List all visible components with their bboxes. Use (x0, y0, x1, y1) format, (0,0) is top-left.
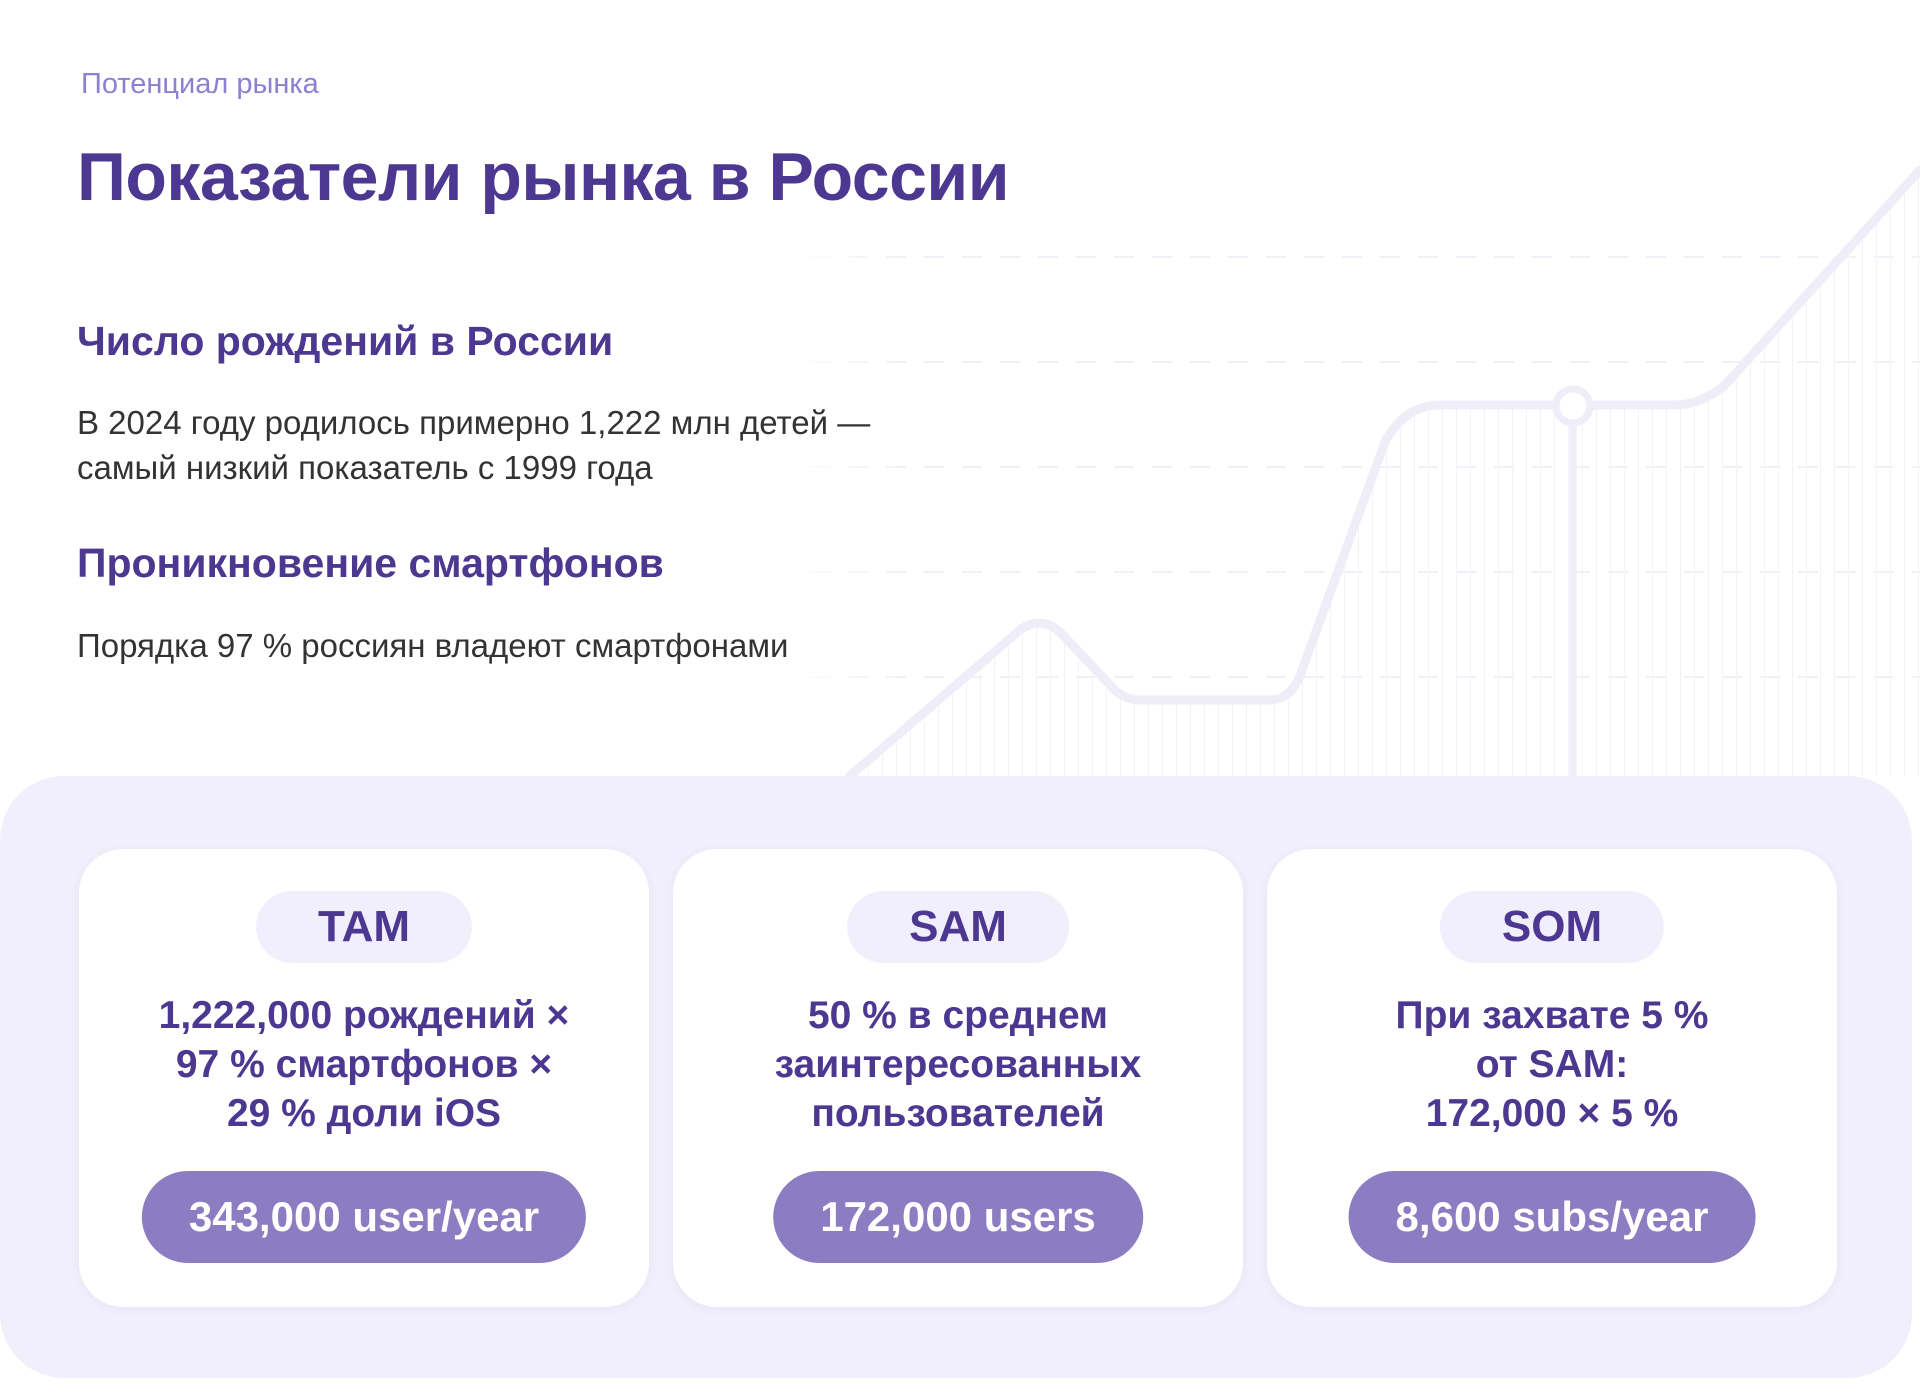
smartphones-text-line: Порядка 97 % россиян владеют смартфонами (77, 627, 789, 664)
formula-line: 172,000 × 5 % (1425, 1092, 1679, 1135)
eyebrow-label: Потенциал рынка (81, 68, 319, 100)
sam-result-badge: 172,000 users (773, 1171, 1143, 1263)
page-title: Показатели рынка в России (77, 139, 1010, 215)
som-card: SOM При захвате 5 % от SAM: 172,000 × 5 … (1267, 849, 1837, 1307)
formula-line: 29 % доли iOS (226, 1092, 502, 1135)
births-section-text: В 2024 году родилось примерно 1,222 млн … (77, 400, 977, 490)
sam-label: SAM (847, 891, 1069, 963)
area-under-curve (850, 170, 1920, 776)
som-formula: При захвате 5 % от SAM: 172,000 × 5 % (1267, 991, 1837, 1138)
tam-formula: 1,222,000 рождений × 97 % смартфонов × 2… (79, 991, 649, 1138)
tam-result-badge: 343,000 user/year (141, 1171, 587, 1263)
births-text-line: самый низкий показатель с 1999 года (77, 449, 653, 486)
births-section-title: Число рождений в России (77, 318, 614, 364)
smartphones-section-title: Проникновение смартфонов (77, 540, 664, 586)
formula-line: При захвате 5 % (1395, 994, 1709, 1037)
marker-dot (1552, 385, 1594, 427)
formula-line: заинтересованных (774, 1043, 1142, 1086)
formula-line: 50 % в среднем (807, 994, 1109, 1037)
growth-line (845, 165, 1920, 781)
formula-line: 97 % смартфонов × (175, 1043, 553, 1086)
smartphones-section-text: Порядка 97 % россиян владеют смартфонами (77, 623, 977, 668)
tam-label: TAM (255, 891, 473, 963)
som-label: SOM (1439, 891, 1665, 963)
births-text-line: В 2024 году родилось примерно 1,222 млн … (77, 404, 871, 441)
formula-line: 1,222,000 рождений × (158, 994, 570, 1037)
formula-line: от SAM: (1475, 1043, 1629, 1086)
formula-line: пользователей (811, 1092, 1105, 1135)
sam-formula: 50 % в среднем заинтересованных пользова… (673, 991, 1243, 1138)
tam-card: TAM 1,222,000 рождений × 97 % смартфонов… (79, 849, 649, 1307)
sam-card: SAM 50 % в среднем заинтересованных поль… (673, 849, 1243, 1307)
som-result-badge: 8,600 subs/year (1348, 1171, 1756, 1263)
